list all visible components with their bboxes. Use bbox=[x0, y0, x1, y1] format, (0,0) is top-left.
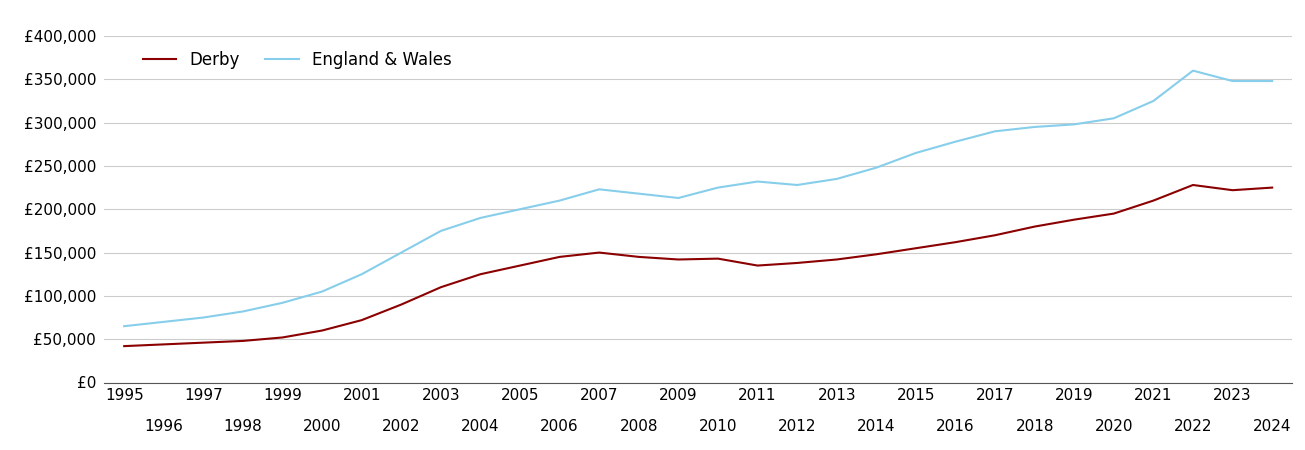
England & Wales bbox=[1105, 116, 1121, 121]
Derby bbox=[1224, 188, 1240, 193]
England & Wales bbox=[1185, 68, 1201, 73]
Derby bbox=[1265, 185, 1280, 190]
England & Wales bbox=[393, 250, 408, 255]
Derby bbox=[710, 256, 726, 261]
Derby bbox=[472, 271, 488, 277]
Derby bbox=[275, 335, 291, 340]
England & Wales bbox=[512, 207, 527, 212]
Derby bbox=[433, 284, 449, 290]
England & Wales bbox=[155, 319, 171, 324]
England & Wales bbox=[275, 300, 291, 306]
England & Wales bbox=[472, 215, 488, 220]
England & Wales bbox=[196, 315, 211, 320]
Derby bbox=[1066, 217, 1082, 222]
Derby bbox=[116, 343, 132, 349]
England & Wales bbox=[988, 129, 1004, 134]
England & Wales bbox=[1224, 78, 1240, 84]
England & Wales bbox=[1066, 122, 1082, 127]
Derby bbox=[988, 233, 1004, 238]
Derby bbox=[196, 340, 211, 345]
England & Wales bbox=[433, 228, 449, 234]
England & Wales bbox=[116, 324, 132, 329]
Line: Derby: Derby bbox=[124, 185, 1272, 346]
Derby bbox=[749, 263, 765, 268]
England & Wales bbox=[552, 198, 568, 203]
England & Wales bbox=[829, 176, 844, 182]
Derby bbox=[1185, 182, 1201, 188]
Derby bbox=[671, 257, 686, 262]
England & Wales bbox=[235, 309, 251, 314]
Derby bbox=[512, 263, 527, 268]
England & Wales bbox=[749, 179, 765, 184]
England & Wales bbox=[947, 139, 963, 144]
England & Wales bbox=[632, 191, 647, 196]
Line: England & Wales: England & Wales bbox=[124, 71, 1272, 326]
England & Wales bbox=[315, 289, 330, 294]
England & Wales bbox=[908, 150, 924, 156]
Derby bbox=[790, 260, 805, 265]
England & Wales bbox=[868, 165, 883, 171]
Derby bbox=[315, 328, 330, 333]
Derby bbox=[829, 257, 844, 262]
Derby bbox=[552, 254, 568, 260]
Derby bbox=[354, 317, 369, 323]
England & Wales bbox=[710, 185, 726, 190]
Derby bbox=[1146, 198, 1161, 203]
Derby bbox=[908, 246, 924, 251]
England & Wales bbox=[671, 195, 686, 201]
Derby bbox=[591, 250, 607, 255]
Derby bbox=[1105, 211, 1121, 216]
England & Wales bbox=[591, 187, 607, 192]
England & Wales bbox=[1027, 124, 1043, 130]
Derby bbox=[393, 302, 408, 307]
England & Wales bbox=[354, 271, 369, 277]
England & Wales bbox=[790, 182, 805, 188]
England & Wales bbox=[1265, 78, 1280, 84]
Derby bbox=[155, 342, 171, 347]
Derby bbox=[1027, 224, 1043, 229]
Derby bbox=[632, 254, 647, 260]
England & Wales bbox=[1146, 98, 1161, 104]
Legend: Derby, England & Wales: Derby, England & Wales bbox=[137, 45, 458, 76]
Derby bbox=[235, 338, 251, 344]
Derby bbox=[947, 239, 963, 245]
Derby bbox=[868, 252, 883, 257]
